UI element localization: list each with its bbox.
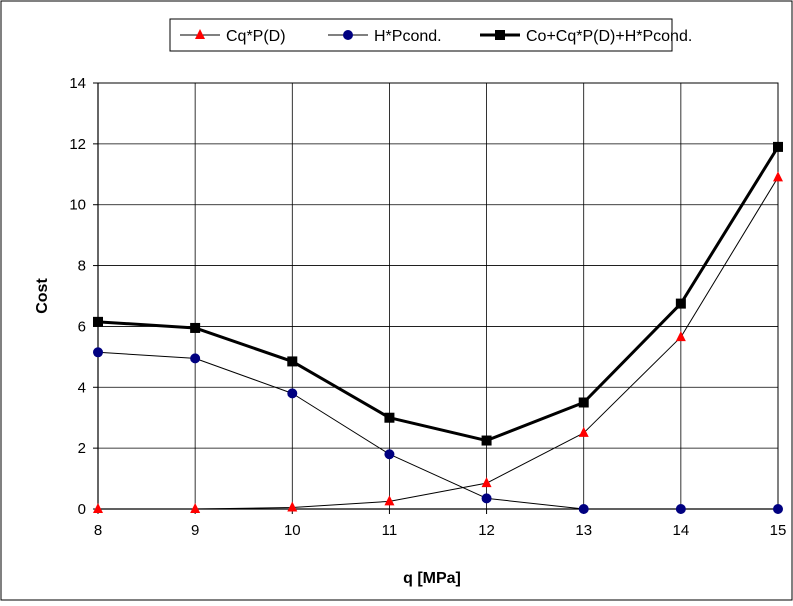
legend-label: H*Pcond. — [374, 28, 442, 45]
legend-label: Cq*P(D) — [226, 28, 286, 45]
x-tick-label: 12 — [478, 522, 495, 539]
data-point-square — [481, 435, 492, 446]
x-tick-label: 10 — [284, 522, 301, 539]
data-point-triangle — [578, 426, 589, 437]
data-point-square — [93, 316, 103, 327]
x-tick-label: 13 — [575, 522, 592, 539]
y-tick-label: 4 — [78, 379, 86, 396]
series-line-triangle — [98, 177, 779, 510]
legend: Cq*P(D) H*Pcond. Co+Cq*P(D)+H*Pcond. — [169, 18, 692, 52]
legend-box — [169, 18, 673, 52]
data-point-circle — [481, 493, 492, 504]
data-point-circle — [675, 504, 686, 514]
data-point-triangle — [287, 501, 298, 512]
data-point-square — [190, 322, 201, 333]
data-point-triangle — [384, 495, 395, 506]
data-point-circle — [287, 388, 298, 399]
y-tick-label: 10 — [69, 197, 86, 214]
legend-marker-square — [495, 30, 505, 40]
y-tick-label: 14 — [69, 75, 86, 92]
y-tick-label: 8 — [78, 258, 86, 275]
data-point-triangle — [773, 171, 783, 182]
data-point-circle — [190, 353, 201, 364]
y-tick-label: 0 — [78, 501, 86, 518]
x-axis-title: q [MPa] — [403, 570, 461, 587]
series-line-circle — [97, 351, 778, 510]
y-tick-label: 12 — [69, 136, 86, 153]
data-point-square — [287, 356, 298, 367]
x-tick-label: 14 — [673, 522, 690, 539]
legend-marker-circle — [343, 30, 353, 40]
plot-background — [97, 82, 779, 510]
data-point-triangle — [93, 503, 103, 513]
data-point-square — [773, 141, 783, 152]
x-tick-label: 15 — [770, 522, 787, 539]
data-point-circle — [93, 347, 103, 358]
x-tick-label: 9 — [191, 522, 199, 539]
data-point-triangle — [675, 331, 686, 342]
data-point-square — [578, 397, 589, 408]
data-point-square — [384, 412, 395, 423]
data-point-triangle — [190, 503, 201, 513]
data-point-square — [675, 298, 686, 309]
y-tick-label: 2 — [78, 440, 86, 457]
series-line-square — [97, 146, 780, 443]
data-point-circle — [773, 504, 783, 514]
plot-area: 0 2 4 6 8 10 12 14 8 9 10 11 12 13 14 15 — [69, 75, 786, 539]
data-point-circle — [578, 504, 589, 514]
x-tick-label: 11 — [382, 522, 398, 539]
y-axis-title: Cost — [34, 278, 51, 314]
legend-label: Co+Cq*P(D)+H*Pcond. — [526, 28, 692, 45]
data-point-circle — [384, 449, 395, 460]
x-tick-label: 8 — [94, 522, 102, 539]
legend-marker-triangle — [195, 29, 205, 39]
y-tick-label: 6 — [78, 318, 86, 335]
data-point-triangle — [481, 477, 492, 488]
